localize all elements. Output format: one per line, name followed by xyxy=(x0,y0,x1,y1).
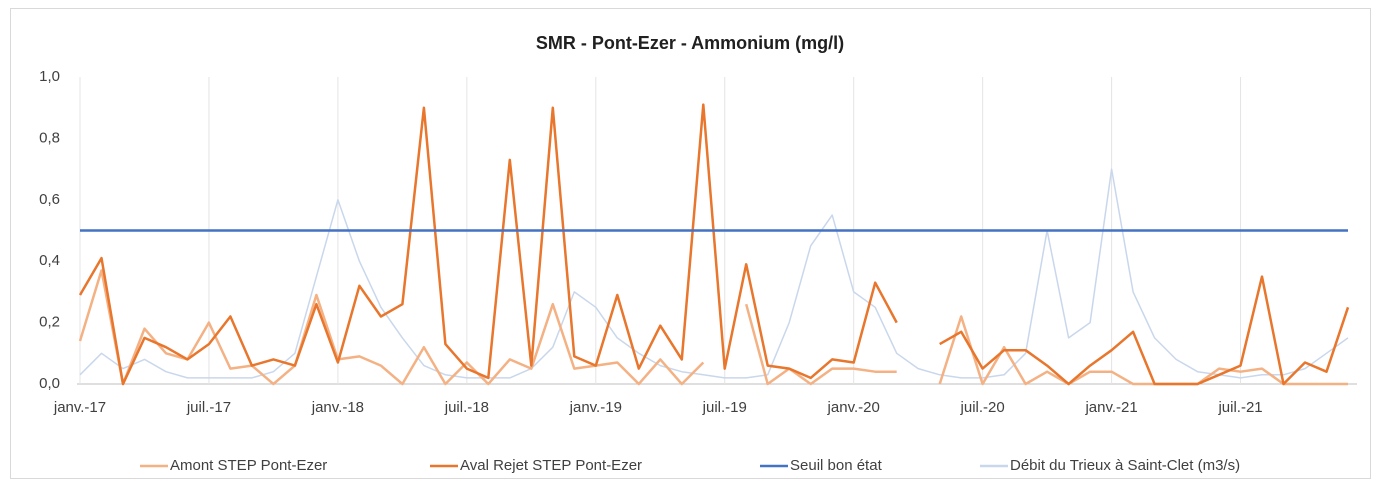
series-line xyxy=(78,103,1350,386)
x-tick-label: janv.-21 xyxy=(1084,399,1137,416)
y-tick-label: 0,4 xyxy=(39,252,60,269)
y-tick-label: 1,0 xyxy=(39,68,60,85)
x-tick-label: juil.-17 xyxy=(186,399,231,416)
x-tick-label: juil.-20 xyxy=(960,399,1005,416)
x-tick-label: juil.-19 xyxy=(702,399,747,416)
chart-title: SMR - Pont-Ezer - Ammonium (mg/l) xyxy=(536,33,844,53)
x-tick-label: janv.-17 xyxy=(53,399,106,416)
y-tick-label: 0,8 xyxy=(39,129,60,146)
y-tick-label: 0,6 xyxy=(39,191,60,208)
legend-label: Seuil bon état xyxy=(790,457,883,474)
y-tick-label: 0,0 xyxy=(39,375,60,392)
x-tick-label: juil.-18 xyxy=(444,399,489,416)
series-line xyxy=(79,168,1349,379)
legend-label: Débit du Trieux à Saint-Clet (m3/s) xyxy=(1010,457,1240,474)
x-tick-label: juil.-21 xyxy=(1217,399,1262,416)
x-tick-label: janv.-20 xyxy=(827,399,880,416)
x-tick-label: janv.-18 xyxy=(311,399,364,416)
legend-label: Aval Rejet STEP Pont-Ezer xyxy=(460,457,642,474)
x-tick-label: janv.-19 xyxy=(569,399,622,416)
y-tick-label: 0,2 xyxy=(39,314,60,331)
legend-label: Amont STEP Pont-Ezer xyxy=(170,457,327,474)
